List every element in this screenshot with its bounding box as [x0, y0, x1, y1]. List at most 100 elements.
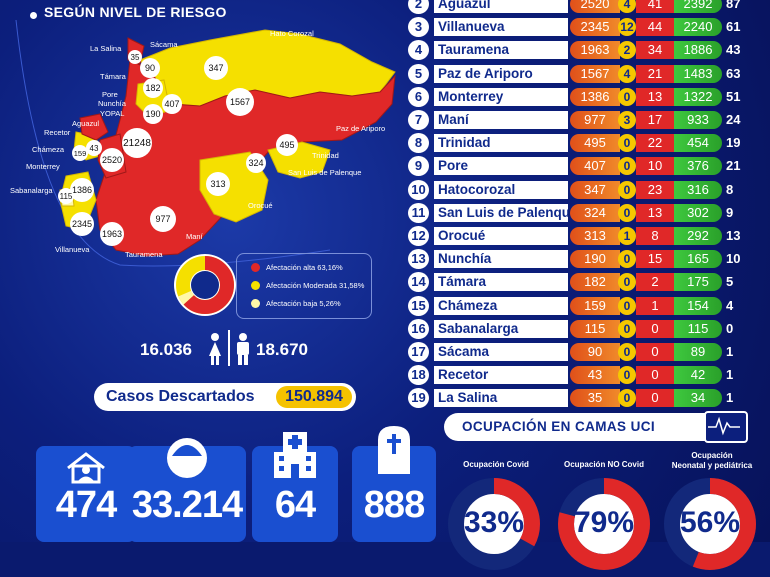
active-count: 87 [726, 0, 741, 11]
total-cases: 1963 [570, 41, 620, 60]
table-row: 11 San Luis de Palenque 324 0 13 302 9 [408, 202, 742, 223]
gauge-value: 56% [679, 506, 741, 539]
hospitalized-count: 1 [618, 227, 636, 245]
municipality-name: Maní [434, 111, 568, 129]
rank-badge: 14 [408, 272, 429, 293]
home-icon [67, 452, 105, 484]
active-count: 5 [726, 274, 734, 290]
table-row: 3 Villanueva 2345 12 44 2240 61 [408, 17, 742, 38]
rank-badge: 2 [408, 0, 429, 14]
rank-badge: 10 [408, 179, 429, 200]
map-bubble: 495 [276, 134, 298, 156]
gender-divider [228, 330, 230, 366]
map-label: La Salina [90, 44, 122, 53]
active-count: 19 [726, 135, 741, 151]
discarded-label: Casos Descartados [106, 388, 255, 405]
legend-item: Afectación alta 63,16% [251, 263, 343, 272]
stat-card-person: 33.214 [128, 438, 246, 542]
active-count: 10 [726, 251, 741, 267]
gauge-label: Neonatal y pediátrica [671, 461, 753, 470]
table-row: 19 La Salina 35 0 0 34 1 [408, 388, 742, 409]
recovered-count: 1483 [674, 64, 722, 83]
recovered-count: 2392 [674, 0, 722, 13]
uci-title: OCUPACIÓN EN CAMAS UCI [462, 419, 656, 434]
gauge-ring [448, 478, 540, 570]
legend-item: Afectación baja 5,26% [251, 299, 341, 308]
hospitalized-count: 12 [618, 18, 636, 37]
hospitalized-count: 0 [618, 296, 636, 315]
map-bubble: 313 [206, 172, 230, 196]
legend-label: Afectación baja 5,26% [266, 299, 341, 308]
gauge-fill [448, 478, 540, 570]
deaths-count: 15 [636, 250, 674, 269]
total-cases: 1386 [570, 87, 620, 106]
deaths-count: 23 [636, 180, 674, 199]
map-label: Sácama [150, 40, 178, 49]
rank-badge: 4 [408, 40, 429, 61]
table-row: 9 Pore 407 0 10 376 21 [408, 156, 742, 177]
table-row: 4 Tauramena 1963 2 34 1886 43 [408, 40, 742, 61]
rank-badge: 5 [408, 63, 429, 84]
map-bubble: 115 [58, 188, 74, 204]
active-count: 61 [726, 19, 741, 35]
map-label: Monterrey [26, 162, 60, 171]
deaths-count: 21 [636, 64, 674, 83]
hospitalized-count: 0 [618, 250, 636, 269]
map-bubble: 977 [150, 206, 176, 232]
stat-value: 474 [55, 484, 117, 526]
stat-value: 64 [274, 484, 316, 526]
recovered-count: 933 [674, 111, 722, 129]
female-count: 16.036 [140, 340, 192, 359]
municipality-name: La Salina [434, 389, 568, 408]
rank-badge: 7 [408, 110, 429, 130]
table-row: 16 Sabanalarga 115 0 0 115 0 [408, 318, 742, 339]
total-cases: 977 [570, 111, 620, 129]
heartbeat-monitor-icon [704, 411, 748, 443]
risk-donut [174, 254, 236, 316]
rank-badge: 6 [408, 86, 429, 107]
hospitalized-count: 0 [618, 203, 636, 222]
map-label: Tauramena [125, 250, 163, 259]
active-count: 51 [726, 88, 741, 104]
total-cases: 90 [570, 343, 620, 361]
deaths-count: 22 [636, 134, 674, 153]
table-row: 6 Monterrey 1386 0 13 1322 51 [408, 86, 742, 107]
gauge-label: Ocupación [691, 451, 733, 460]
rank-badge: 17 [408, 342, 429, 362]
table-row: 12 Orocué 313 1 8 292 13 [408, 226, 742, 246]
map-bubble: 35 [128, 50, 142, 64]
legend-dot [251, 281, 260, 290]
person-icon [167, 438, 207, 478]
municipality-name: Trinidad [434, 134, 568, 153]
table-row: 15 Chámeza 159 0 1 154 4 [408, 295, 742, 316]
deaths-count: 0 [636, 366, 674, 385]
map-label: Sabanalarga [10, 186, 53, 195]
municipality-name: Paz de Ariporo [434, 64, 568, 83]
total-cases: 115 [570, 319, 620, 338]
municipality-name: Sácama [434, 343, 568, 361]
hospitalized-count: 4 [618, 0, 636, 13]
map-bubble: 1386 [70, 178, 94, 202]
total-cases: 2520 [570, 0, 620, 13]
map-label: Villanueva [55, 245, 90, 254]
map-label: Trinidad [312, 151, 339, 160]
legend-dot [251, 299, 260, 308]
map-label: YOPAL [100, 109, 125, 118]
discarded-value: 150.894 [276, 386, 352, 408]
active-count: 1 [726, 344, 734, 359]
total-cases: 159 [570, 296, 620, 315]
recovered-count: 302 [674, 203, 722, 222]
hospitalized-count: 0 [618, 319, 636, 338]
active-count: 13 [726, 228, 741, 243]
gauge-center [681, 495, 739, 553]
tombstone-icon [378, 426, 410, 474]
gauge-covid: 33% [446, 476, 542, 572]
deaths-count: 13 [636, 87, 674, 106]
total-cases: 35 [570, 389, 620, 408]
uci-header: OCUPACIÓN EN CAMAS UCI [444, 411, 748, 443]
recovered-count: 454 [674, 134, 722, 153]
table-row: 7 Maní 977 3 17 933 24 [408, 110, 742, 130]
deaths-count: 0 [636, 319, 674, 338]
male-count: 18.670 [256, 340, 308, 359]
map-bubble: 347 [204, 56, 228, 80]
